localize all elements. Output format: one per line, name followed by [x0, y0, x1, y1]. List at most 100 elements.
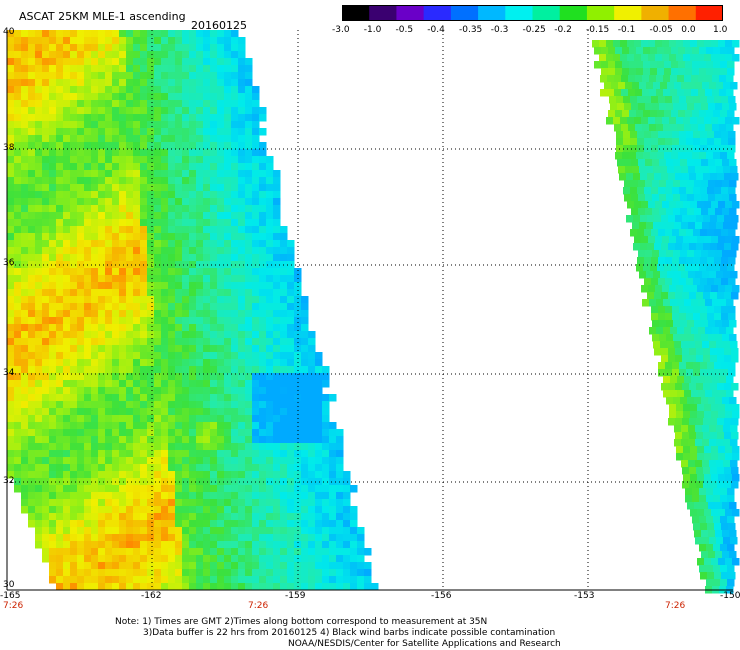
swath-cell	[91, 128, 99, 136]
swath-cell	[667, 166, 675, 174]
swath-cell	[217, 65, 225, 73]
swath-cell	[630, 187, 638, 195]
swath-cell	[203, 37, 211, 45]
swath-cell	[7, 37, 15, 45]
swath-cell	[287, 576, 295, 584]
swath-cell	[308, 499, 316, 507]
swath-cell	[84, 464, 92, 472]
swath-cell	[638, 159, 646, 167]
swath-cell	[77, 268, 85, 276]
swath-cell	[42, 408, 50, 416]
swath-cell	[266, 317, 274, 325]
swath-cell	[721, 145, 729, 153]
swath-cell	[56, 499, 64, 507]
swath-cell	[669, 236, 677, 244]
swath-cell	[231, 289, 239, 297]
swath-cell	[210, 156, 218, 164]
swath-cell	[126, 142, 134, 150]
swath-cell	[703, 418, 711, 426]
swath-cell	[112, 191, 120, 199]
swath-cell	[56, 233, 64, 241]
swath-cell	[182, 289, 190, 297]
swath-cell	[287, 429, 295, 437]
swath-cell	[245, 338, 253, 346]
swath-cell	[168, 93, 176, 101]
swath-cell	[56, 72, 64, 80]
swath-cell	[140, 128, 148, 136]
swath-cell	[28, 401, 36, 409]
swath-cell	[119, 142, 127, 150]
swath-cell	[329, 583, 337, 591]
swath-cell	[259, 373, 267, 381]
swath-cell	[42, 184, 50, 192]
swath-cell	[633, 215, 641, 223]
swath-cell	[203, 51, 211, 59]
swath-cell	[357, 576, 365, 584]
swath-cell	[266, 513, 274, 521]
swath-cell	[329, 562, 337, 570]
swath-cell	[301, 387, 309, 395]
swath-cell	[203, 282, 211, 290]
swath-cell	[77, 555, 85, 563]
swath-cell	[189, 51, 197, 59]
swath-cell	[721, 306, 729, 314]
swath-cell	[728, 131, 736, 139]
swath-cell	[343, 541, 351, 549]
swath-cell	[673, 103, 681, 111]
swath-cell	[315, 429, 323, 437]
swath-cell	[154, 79, 162, 87]
swath-cell	[154, 576, 162, 584]
swath-cell	[98, 338, 106, 346]
swath-cell	[695, 460, 703, 468]
swath-cell	[224, 380, 232, 388]
swath-cell	[161, 569, 169, 577]
swath-cell	[699, 488, 707, 496]
swath-cell	[84, 506, 92, 514]
swath-cell	[266, 562, 274, 570]
swath-cell	[614, 89, 622, 97]
swath-cell	[280, 457, 288, 465]
swath-cell	[133, 198, 141, 206]
swath-cell	[56, 128, 64, 136]
swath-cell	[182, 401, 190, 409]
swath-cell	[686, 187, 694, 195]
swath-cell	[14, 37, 22, 45]
swath-cell	[154, 226, 162, 234]
swath-cell	[336, 513, 344, 521]
swath-cell	[252, 359, 260, 367]
swath-cell	[210, 415, 218, 423]
swath-cell	[713, 68, 721, 76]
swath-cell	[196, 93, 204, 101]
swath-cell	[119, 184, 127, 192]
swath-cell	[21, 163, 29, 171]
swath-cell	[280, 317, 288, 325]
swath-cell	[252, 562, 260, 570]
swath-cell	[98, 247, 106, 255]
swath-cell	[231, 44, 239, 52]
swath-cell	[259, 513, 267, 521]
swath-cell	[273, 373, 281, 381]
swath-cell	[182, 464, 190, 472]
swath-cell	[238, 121, 246, 129]
swath-cell	[189, 58, 197, 66]
swath-cell	[189, 408, 197, 416]
swath-cell	[70, 44, 78, 52]
swath-cell	[105, 436, 113, 444]
swath-cell	[685, 68, 693, 76]
swath-cell	[727, 152, 735, 160]
swath-cell	[280, 576, 288, 584]
swath-cell	[252, 247, 260, 255]
swath-cell	[168, 429, 176, 437]
swath-cell	[133, 401, 141, 409]
swath-cell	[238, 198, 246, 206]
swath-cell	[161, 548, 169, 556]
swath-cell	[63, 352, 71, 360]
swath-cell	[56, 303, 64, 311]
swath-cell	[49, 317, 57, 325]
swath-cell	[705, 390, 713, 398]
swath-cell	[168, 44, 176, 52]
swath-cell	[63, 114, 71, 122]
swath-cell	[729, 159, 737, 167]
swath-cell	[294, 576, 302, 584]
swath-cell	[287, 317, 295, 325]
